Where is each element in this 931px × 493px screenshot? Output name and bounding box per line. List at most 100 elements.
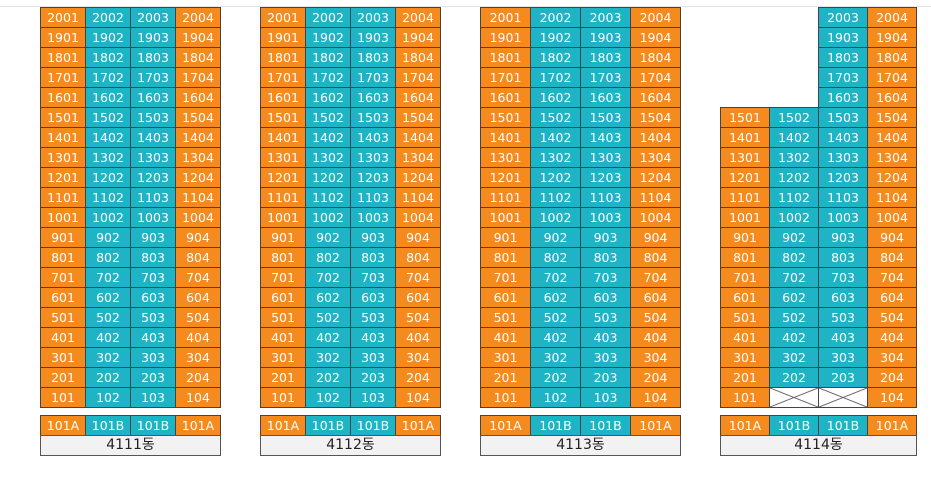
- unit-cell: 604: [867, 287, 917, 308]
- unit-cell: 1304: [395, 147, 441, 168]
- unit-cell: 504: [175, 307, 221, 328]
- unit-cell: 801: [40, 247, 86, 268]
- cross: [819, 388, 867, 407]
- unit-cell: 1201: [40, 167, 86, 188]
- unit-cell: 1804: [175, 47, 221, 68]
- unit-cell: 101: [260, 387, 306, 408]
- unit-cell: 1703: [818, 67, 868, 88]
- unit-cell: 302: [530, 347, 581, 368]
- unit-cell: 203: [130, 367, 176, 388]
- unit-cell: 502: [530, 307, 581, 328]
- unit-cell: 102: [530, 387, 581, 408]
- unit-cell: 202: [305, 367, 351, 388]
- base-cell: 101B: [305, 415, 351, 436]
- unit-cell: 301: [260, 347, 306, 368]
- unit-cell: 1204: [630, 167, 681, 188]
- unit-cell: 1704: [867, 67, 917, 88]
- unit-cell: 502: [769, 307, 819, 328]
- unit-cell: 1502: [85, 107, 131, 128]
- unit-cell: 1104: [175, 187, 221, 208]
- unit-cell: 501: [480, 307, 531, 328]
- unit-cell: 1901: [260, 27, 306, 48]
- unit-cell: 1504: [395, 107, 441, 128]
- unit-cell: 103: [130, 387, 176, 408]
- unit-cell: 1704: [630, 67, 681, 88]
- unit-cell: 1004: [867, 207, 917, 228]
- unit-cell: 1202: [769, 167, 819, 188]
- unit-cell: 504: [630, 307, 681, 328]
- unit-cell: 903: [130, 227, 176, 248]
- unit-cell: 1703: [350, 67, 396, 88]
- unit-cell: 403: [130, 327, 176, 348]
- unit-cell: 1503: [580, 107, 631, 128]
- unit-cell: 1604: [867, 87, 917, 108]
- unit-cell: 1201: [260, 167, 306, 188]
- unit-cell: 1704: [175, 67, 221, 88]
- unit-cell: 1904: [395, 27, 441, 48]
- unit-cell: 1302: [530, 147, 581, 168]
- unit-cell: 201: [40, 367, 86, 388]
- unit-cell: 403: [580, 327, 631, 348]
- unit-cell: 1002: [769, 207, 819, 228]
- unit-cell: 804: [175, 247, 221, 268]
- unit-cell: 2002: [305, 7, 351, 28]
- unit-cell: 703: [350, 267, 396, 288]
- unit-cell: 1402: [530, 127, 581, 148]
- unit-cell: 1501: [720, 107, 770, 128]
- unit-cell: 2003: [818, 7, 868, 28]
- unit-cell: 1301: [40, 147, 86, 168]
- unit-cell: 802: [769, 247, 819, 268]
- base-cell: 101A: [395, 415, 441, 436]
- unit-cell: 303: [818, 347, 868, 368]
- unit-cell: 602: [769, 287, 819, 308]
- unit-cell: 1301: [260, 147, 306, 168]
- unit-cell: 1002: [305, 207, 351, 228]
- base-cell: 101A: [175, 415, 221, 436]
- unit-cell: 303: [350, 347, 396, 368]
- unit-cell: 903: [350, 227, 396, 248]
- unit-cell: 1004: [175, 207, 221, 228]
- unit-cell: 104: [175, 387, 221, 408]
- unit-cell: 804: [867, 247, 917, 268]
- empty-unit: [769, 387, 819, 408]
- unit-cell: 1701: [260, 67, 306, 88]
- unit-cell: 1201: [480, 167, 531, 188]
- unit-cell: 1003: [818, 207, 868, 228]
- base-cell: 101A: [630, 415, 681, 436]
- unit-cell: 103: [350, 387, 396, 408]
- unit-cell: 503: [818, 307, 868, 328]
- unit-cell: 1803: [130, 47, 176, 68]
- unit-cell: 702: [769, 267, 819, 288]
- unit-cell: 904: [175, 227, 221, 248]
- unit-cell: 1004: [630, 207, 681, 228]
- unit-cell: 204: [175, 367, 221, 388]
- unit-cell: 1404: [630, 127, 681, 148]
- unit-cell: 1402: [85, 127, 131, 148]
- unit-cell: 1204: [175, 167, 221, 188]
- unit-cell: 503: [130, 307, 176, 328]
- unit-cell: 904: [867, 227, 917, 248]
- base-cell: 101A: [40, 415, 86, 436]
- base-cell: 101B: [85, 415, 131, 436]
- unit-cell: 2001: [260, 7, 306, 28]
- unit-cell: 401: [720, 327, 770, 348]
- unit-cell: 1602: [530, 87, 581, 108]
- unit-cell: 1504: [630, 107, 681, 128]
- unit-cell: 1002: [530, 207, 581, 228]
- unit-cell: 904: [395, 227, 441, 248]
- unit-cell: 1901: [40, 27, 86, 48]
- unit-cell: 804: [395, 247, 441, 268]
- unit-cell: 1404: [395, 127, 441, 148]
- unit-cell: 1902: [305, 27, 351, 48]
- unit-cell: 1102: [85, 187, 131, 208]
- unit-cell: 404: [175, 327, 221, 348]
- unit-cell: 304: [867, 347, 917, 368]
- unit-cell: 1202: [530, 167, 581, 188]
- unit-cell: 1204: [395, 167, 441, 188]
- unit-cell: 602: [85, 287, 131, 308]
- unit-cell: 1001: [480, 207, 531, 228]
- unit-cell: 1903: [580, 27, 631, 48]
- unit-cell: 702: [305, 267, 351, 288]
- unit-cell: 901: [720, 227, 770, 248]
- unit-cell: 1404: [175, 127, 221, 148]
